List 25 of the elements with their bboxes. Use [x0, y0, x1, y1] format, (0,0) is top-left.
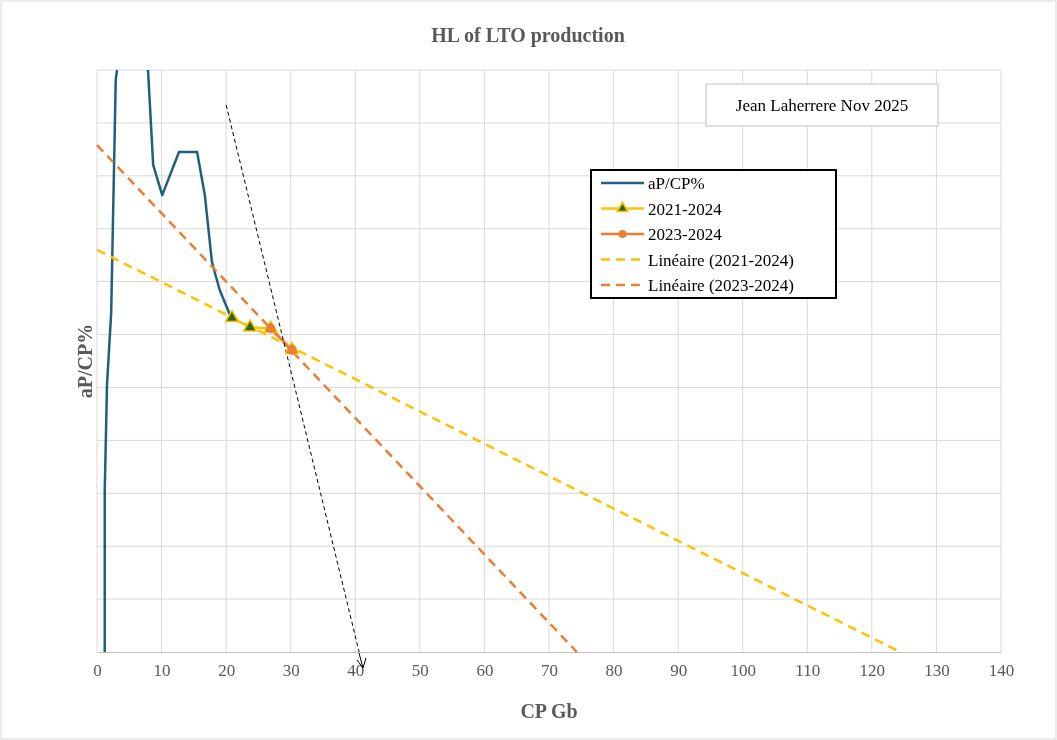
x-tick-label: 90: [670, 661, 688, 681]
legend-label: 2021-2024: [648, 199, 723, 219]
x-tick-label: 10: [153, 661, 171, 681]
x-tick-label: 70: [541, 661, 558, 681]
chart-title: HL of LTO production: [431, 24, 625, 47]
x-tick-label: 140: [988, 661, 1015, 681]
annotation: Jean Laherrere Nov 2025: [735, 96, 909, 115]
y-axis-title: aP/CP%: [74, 323, 96, 399]
x-tick-label: 0: [93, 661, 102, 681]
x-tick-label: 20: [218, 661, 236, 681]
x-tick-label: 110: [795, 661, 821, 681]
x-tick-label: 130: [924, 661, 950, 681]
x-tick-label: 100: [730, 661, 756, 681]
x-tick-label: 50: [411, 661, 429, 681]
x-tick-label: 120: [859, 661, 886, 681]
legend-label: aP/CP%: [648, 174, 705, 193]
note-box: Jean Laherrere Nov 2025: [705, 83, 939, 127]
x-axis-title: CP Gb: [520, 700, 578, 722]
legend-label: Linéaire (2023-2024): [648, 276, 794, 295]
x-tick-label: 40: [347, 661, 365, 681]
x-tick-label: 60: [476, 661, 494, 681]
legend-label: Linéaire (2021-2024): [648, 250, 794, 270]
x-tick-label: 30: [282, 661, 300, 681]
x-tick-label: 80: [605, 661, 623, 681]
legend-label: 2023-2024: [648, 225, 723, 244]
